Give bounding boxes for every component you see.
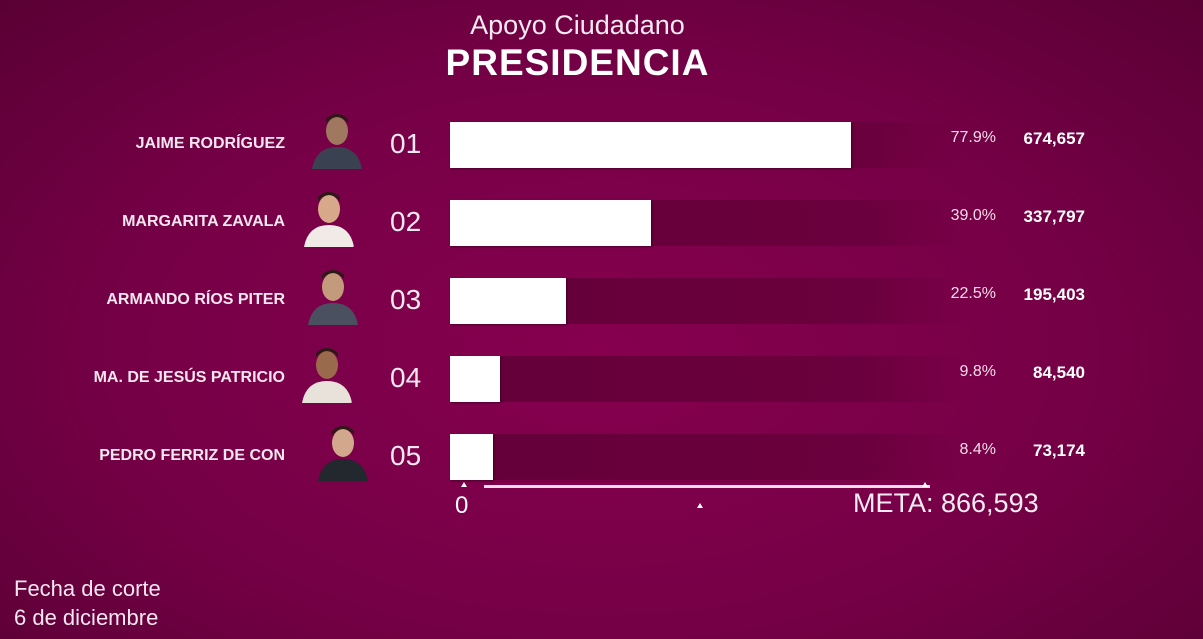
candidate-name: ARMANDO RÍOS PITER <box>106 291 285 308</box>
value-label: 84,540 <box>1033 363 1085 382</box>
bar-track <box>450 356 965 402</box>
candidate-rank: 05 <box>390 440 422 471</box>
percent-label: 8.4% <box>959 441 996 458</box>
candidate-rank: 04 <box>390 362 422 393</box>
candidate-portrait-icon <box>318 426 368 481</box>
candidate-photo <box>314 421 370 481</box>
x-axis-line <box>484 485 930 488</box>
axis-zero-label: 0 <box>455 492 469 519</box>
percent-label: 22.5% <box>950 285 996 302</box>
cutoff-label: Fecha de corte <box>14 576 161 601</box>
candidate-name: JAIME RODRÍGUEZ <box>135 135 285 152</box>
axis-tick <box>922 482 928 487</box>
candidate-name: PEDRO FERRIZ DE CON <box>99 447 285 464</box>
bar-4 <box>450 356 501 402</box>
candidate-name: MA. DE JESÚS PATRICIO <box>93 369 285 386</box>
bar-track <box>450 434 965 480</box>
candidate-rank: 03 <box>390 284 422 315</box>
bar-1 <box>450 122 851 168</box>
value-label: 73,174 <box>1033 441 1085 460</box>
value-label: 337,797 <box>1023 207 1085 226</box>
percent-label: 77.9% <box>950 129 996 146</box>
cutoff-date: Fecha de corte 6 de diciembre <box>14 574 161 632</box>
candidate-photo <box>298 343 354 403</box>
bar-5 <box>450 434 494 480</box>
percent-label: 9.8% <box>959 363 996 380</box>
chart-subtitle: Apoyo Ciudadano <box>470 10 685 40</box>
candidate-photo <box>308 109 364 169</box>
bar-3 <box>450 278 567 324</box>
candidate-rank: 02 <box>390 206 422 237</box>
axis-tick <box>461 482 467 487</box>
candidate-photo <box>304 265 360 325</box>
chart-title: PRESIDENCIA <box>445 42 710 83</box>
candidate-portrait-icon <box>312 114 362 169</box>
value-label: 195,403 <box>1023 285 1085 304</box>
candidate-photo <box>300 187 356 247</box>
value-label: 674,657 <box>1023 129 1085 148</box>
goal-label: META: 866,593 <box>853 488 1039 518</box>
bar-2 <box>450 200 651 246</box>
candidate-portrait-icon <box>308 270 358 325</box>
candidate-portrait-icon <box>302 348 352 403</box>
candidate-rank: 01 <box>390 128 422 159</box>
axis-tick <box>697 503 703 508</box>
cutoff-date-value: 6 de diciembre <box>14 605 159 630</box>
percent-label: 39.0% <box>950 207 996 224</box>
candidate-name: MARGARITA ZAVALA <box>122 213 285 230</box>
candidate-portrait-icon <box>304 192 354 247</box>
